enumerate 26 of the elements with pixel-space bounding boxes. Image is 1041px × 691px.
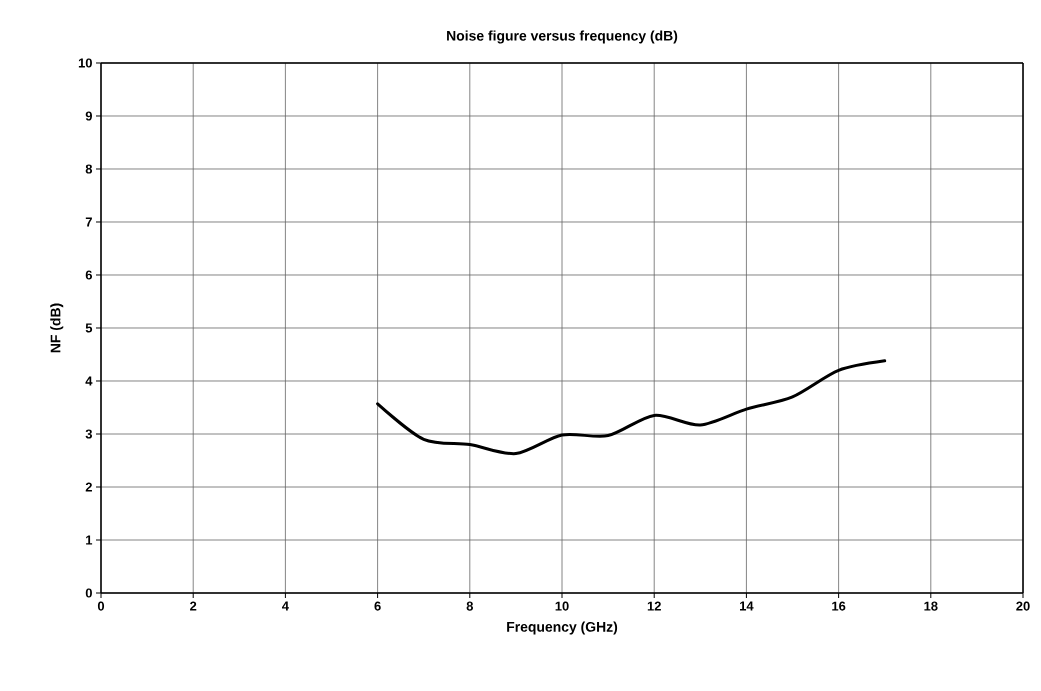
x-tick-label: 12 bbox=[647, 601, 661, 611]
x-tick-label: 6 bbox=[374, 601, 381, 611]
y-tick-label: 5 bbox=[85, 323, 93, 333]
x-tick-label: 0 bbox=[97, 601, 105, 611]
x-tick-label: 4 bbox=[282, 601, 289, 611]
y-tick-label: 3 bbox=[85, 429, 93, 439]
x-tick-label: 8 bbox=[466, 601, 474, 611]
y-tick-label: 0 bbox=[85, 588, 92, 598]
line-series bbox=[376, 359, 887, 456]
y-tick-label: 7 bbox=[85, 217, 92, 227]
y-tick-label: 1 bbox=[86, 535, 93, 545]
x-tick-label: 18 bbox=[924, 601, 938, 611]
y-axis-title: NF (dB) bbox=[50, 303, 64, 353]
y-tick-label: 10 bbox=[78, 58, 92, 68]
x-tick-label: 2 bbox=[190, 601, 197, 611]
x-tick-label: 14 bbox=[740, 601, 754, 611]
x-axis-title: Frequency (GHz) bbox=[507, 621, 618, 635]
y-tick-label: 2 bbox=[85, 482, 92, 492]
y-tick-label: 8 bbox=[85, 164, 93, 174]
x-tick-label: 20 bbox=[1016, 601, 1030, 611]
chart-title: Noise figure versus frequency (dB) bbox=[447, 30, 678, 44]
y-tick-label: 4 bbox=[85, 376, 93, 386]
y-tick-label: 6 bbox=[85, 270, 93, 280]
x-tick-label: 16 bbox=[832, 601, 846, 611]
y-tick-label: 9 bbox=[85, 111, 92, 121]
x-tick-label: 10 bbox=[555, 601, 569, 611]
